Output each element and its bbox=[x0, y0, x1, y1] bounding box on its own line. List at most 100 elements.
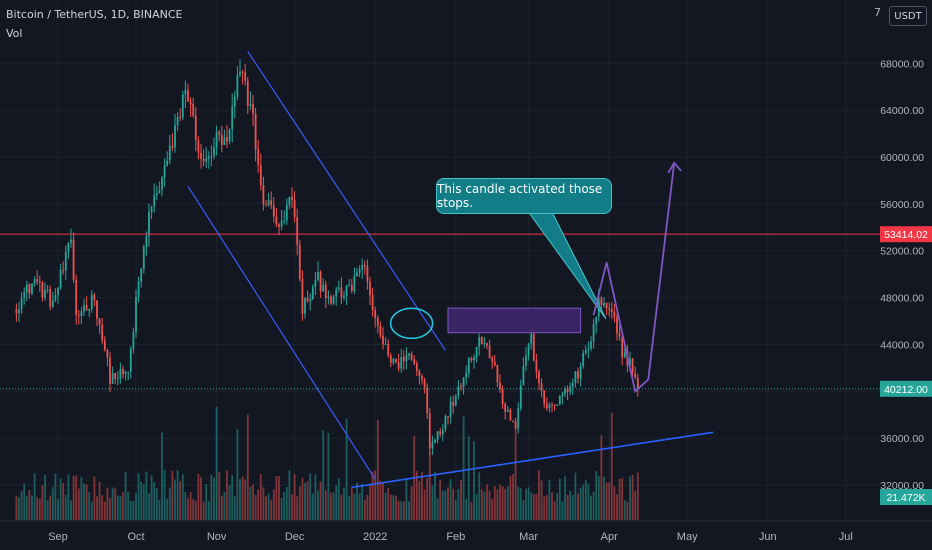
volume-bar bbox=[270, 499, 273, 520]
candle-body bbox=[145, 236, 148, 247]
x-tick-label: May bbox=[677, 531, 698, 543]
y-tick-label: 64000.00 bbox=[880, 105, 924, 117]
candle-body bbox=[519, 385, 522, 409]
candle-body bbox=[239, 71, 241, 76]
volume-bar bbox=[348, 495, 351, 520]
volume-bar bbox=[631, 474, 634, 520]
candle-body bbox=[374, 310, 377, 318]
candle-body bbox=[101, 324, 104, 341]
volume-bar bbox=[38, 498, 41, 520]
volume-bar bbox=[556, 493, 559, 520]
volume-bar bbox=[168, 487, 171, 520]
volume-bar bbox=[101, 494, 104, 520]
candle-body bbox=[218, 131, 221, 135]
volume-bar bbox=[140, 481, 143, 520]
candle-body bbox=[129, 348, 132, 372]
candle-body bbox=[496, 365, 499, 383]
candle-body bbox=[309, 299, 312, 302]
grid-lines bbox=[0, 0, 880, 520]
volume-bar bbox=[119, 495, 122, 520]
candle-body bbox=[379, 325, 382, 336]
candle-body bbox=[171, 145, 174, 148]
volume-bar bbox=[600, 435, 603, 520]
volume-bar bbox=[319, 481, 322, 520]
candle-body bbox=[67, 242, 70, 253]
volume-bar bbox=[499, 484, 501, 520]
candle-body bbox=[452, 401, 455, 406]
candle-body bbox=[584, 349, 587, 353]
candle-body bbox=[257, 149, 260, 166]
axes: 68000.00 64000.00 60000.00 56000.00 52000.00… bbox=[0, 58, 932, 543]
volume-bar bbox=[109, 498, 111, 520]
candle-body bbox=[527, 343, 530, 356]
volume-bar bbox=[98, 481, 101, 520]
volume-bar bbox=[153, 482, 156, 520]
callout-pointer bbox=[526, 209, 607, 320]
volume-bar bbox=[574, 472, 577, 520]
volume-bar bbox=[337, 477, 340, 520]
volume-bar bbox=[236, 429, 239, 520]
ascending-trendline bbox=[351, 431, 714, 489]
candle-body bbox=[249, 104, 252, 106]
candle-body bbox=[478, 337, 481, 347]
candle-body bbox=[566, 388, 569, 392]
candle-body bbox=[558, 396, 561, 405]
x-tick-label: Apr bbox=[601, 531, 618, 543]
candle-body bbox=[272, 205, 275, 217]
volume-bar bbox=[582, 484, 585, 520]
volume-bar bbox=[267, 493, 270, 520]
candle-body bbox=[345, 285, 348, 296]
candle-body bbox=[262, 184, 265, 205]
candle-body bbox=[215, 131, 218, 148]
volume-bar bbox=[215, 406, 218, 520]
volume-bar bbox=[636, 472, 639, 520]
candle-body bbox=[304, 298, 306, 314]
candle-body bbox=[616, 317, 618, 334]
candle-body bbox=[197, 140, 200, 153]
candle-body bbox=[228, 129, 231, 142]
x-tick-label: Dec bbox=[285, 531, 305, 543]
volume-bar bbox=[322, 430, 325, 520]
volume-bar bbox=[304, 482, 306, 520]
volume-bar bbox=[309, 473, 312, 520]
volume-bar bbox=[449, 479, 452, 520]
candle-body bbox=[98, 318, 101, 325]
volume-bar bbox=[415, 471, 418, 520]
candle-body bbox=[525, 355, 527, 366]
candle-body bbox=[38, 281, 41, 283]
candle-body bbox=[353, 276, 356, 291]
candle-body bbox=[70, 239, 72, 243]
candle-body bbox=[556, 404, 559, 406]
volume-bar bbox=[59, 478, 62, 520]
candle-body bbox=[267, 200, 270, 206]
candle-body bbox=[413, 359, 416, 364]
volume-bar bbox=[244, 479, 247, 520]
y-tick-label: 52000.00 bbox=[880, 246, 924, 258]
candle-body bbox=[168, 145, 171, 161]
candle-body bbox=[252, 104, 254, 114]
candle-body bbox=[174, 124, 176, 148]
candle-body bbox=[621, 336, 624, 358]
candle-body bbox=[361, 265, 364, 270]
candle-body bbox=[64, 252, 67, 271]
volume-bar bbox=[548, 479, 551, 520]
candle-body bbox=[605, 302, 608, 309]
volume-bar bbox=[441, 490, 444, 520]
volume-bar bbox=[475, 494, 478, 520]
candle-body bbox=[106, 349, 109, 358]
candle-body bbox=[88, 309, 91, 311]
volume-bar bbox=[161, 432, 163, 520]
volume-bar bbox=[527, 487, 530, 520]
candle-body bbox=[587, 348, 590, 350]
candle-body bbox=[415, 363, 418, 372]
volume-bar bbox=[519, 488, 522, 520]
volume-bar bbox=[62, 483, 65, 520]
volume-bar bbox=[291, 494, 293, 520]
volume-bar bbox=[389, 494, 392, 520]
volume-bar bbox=[96, 496, 98, 520]
volume-bar bbox=[525, 488, 527, 520]
volume-bar bbox=[233, 496, 236, 520]
currency-button[interactable]: USDT bbox=[889, 6, 927, 26]
volume-bar bbox=[530, 492, 533, 520]
